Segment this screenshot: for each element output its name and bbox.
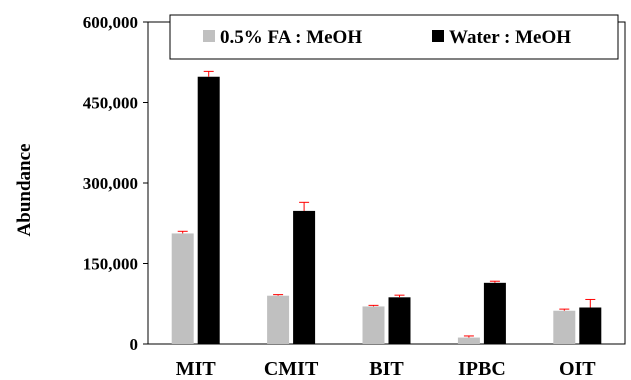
bar-1 bbox=[267, 296, 289, 344]
bars-layer bbox=[172, 77, 602, 344]
y-tick-label: 0 bbox=[130, 335, 139, 354]
legend: 0.5% FA : MeOH Water : MeOH bbox=[170, 15, 618, 59]
bar-2 bbox=[484, 283, 506, 344]
legend-label-series-2: Water : MeOH bbox=[449, 27, 571, 48]
x-tick-label: BIT bbox=[369, 358, 404, 380]
x-tick-label: MIT bbox=[176, 358, 217, 380]
legend-swatch-series-1 bbox=[203, 30, 215, 42]
y-tick-label: 600,000 bbox=[83, 13, 138, 32]
bar-1 bbox=[363, 306, 385, 344]
x-tick-label: OIT bbox=[559, 358, 596, 380]
legend-swatch-series-2 bbox=[432, 30, 444, 42]
y-axis-label: Abundance bbox=[14, 144, 35, 237]
legend-label-series-1: 0.5% FA : MeOH bbox=[220, 27, 362, 48]
y-tick-label: 450,000 bbox=[83, 94, 138, 113]
error-bars-layer bbox=[178, 71, 596, 337]
bar-2 bbox=[389, 297, 411, 344]
bar-1 bbox=[458, 338, 480, 344]
y-axis-ticks: 0 150,000 300,000 450,000 600,000 bbox=[83, 13, 148, 354]
x-axis-ticks: MIT CMIT BIT IPBC OIT bbox=[176, 358, 597, 380]
bar-1 bbox=[553, 311, 575, 344]
x-tick-label: CMIT bbox=[264, 358, 319, 380]
bar-2 bbox=[293, 211, 315, 344]
bar-2 bbox=[579, 308, 601, 344]
y-tick-label: 150,000 bbox=[83, 255, 138, 274]
bar-2 bbox=[198, 77, 220, 344]
x-tick-label: IPBC bbox=[458, 358, 506, 380]
y-tick-label: 300,000 bbox=[83, 174, 138, 193]
bar-1 bbox=[172, 233, 194, 344]
